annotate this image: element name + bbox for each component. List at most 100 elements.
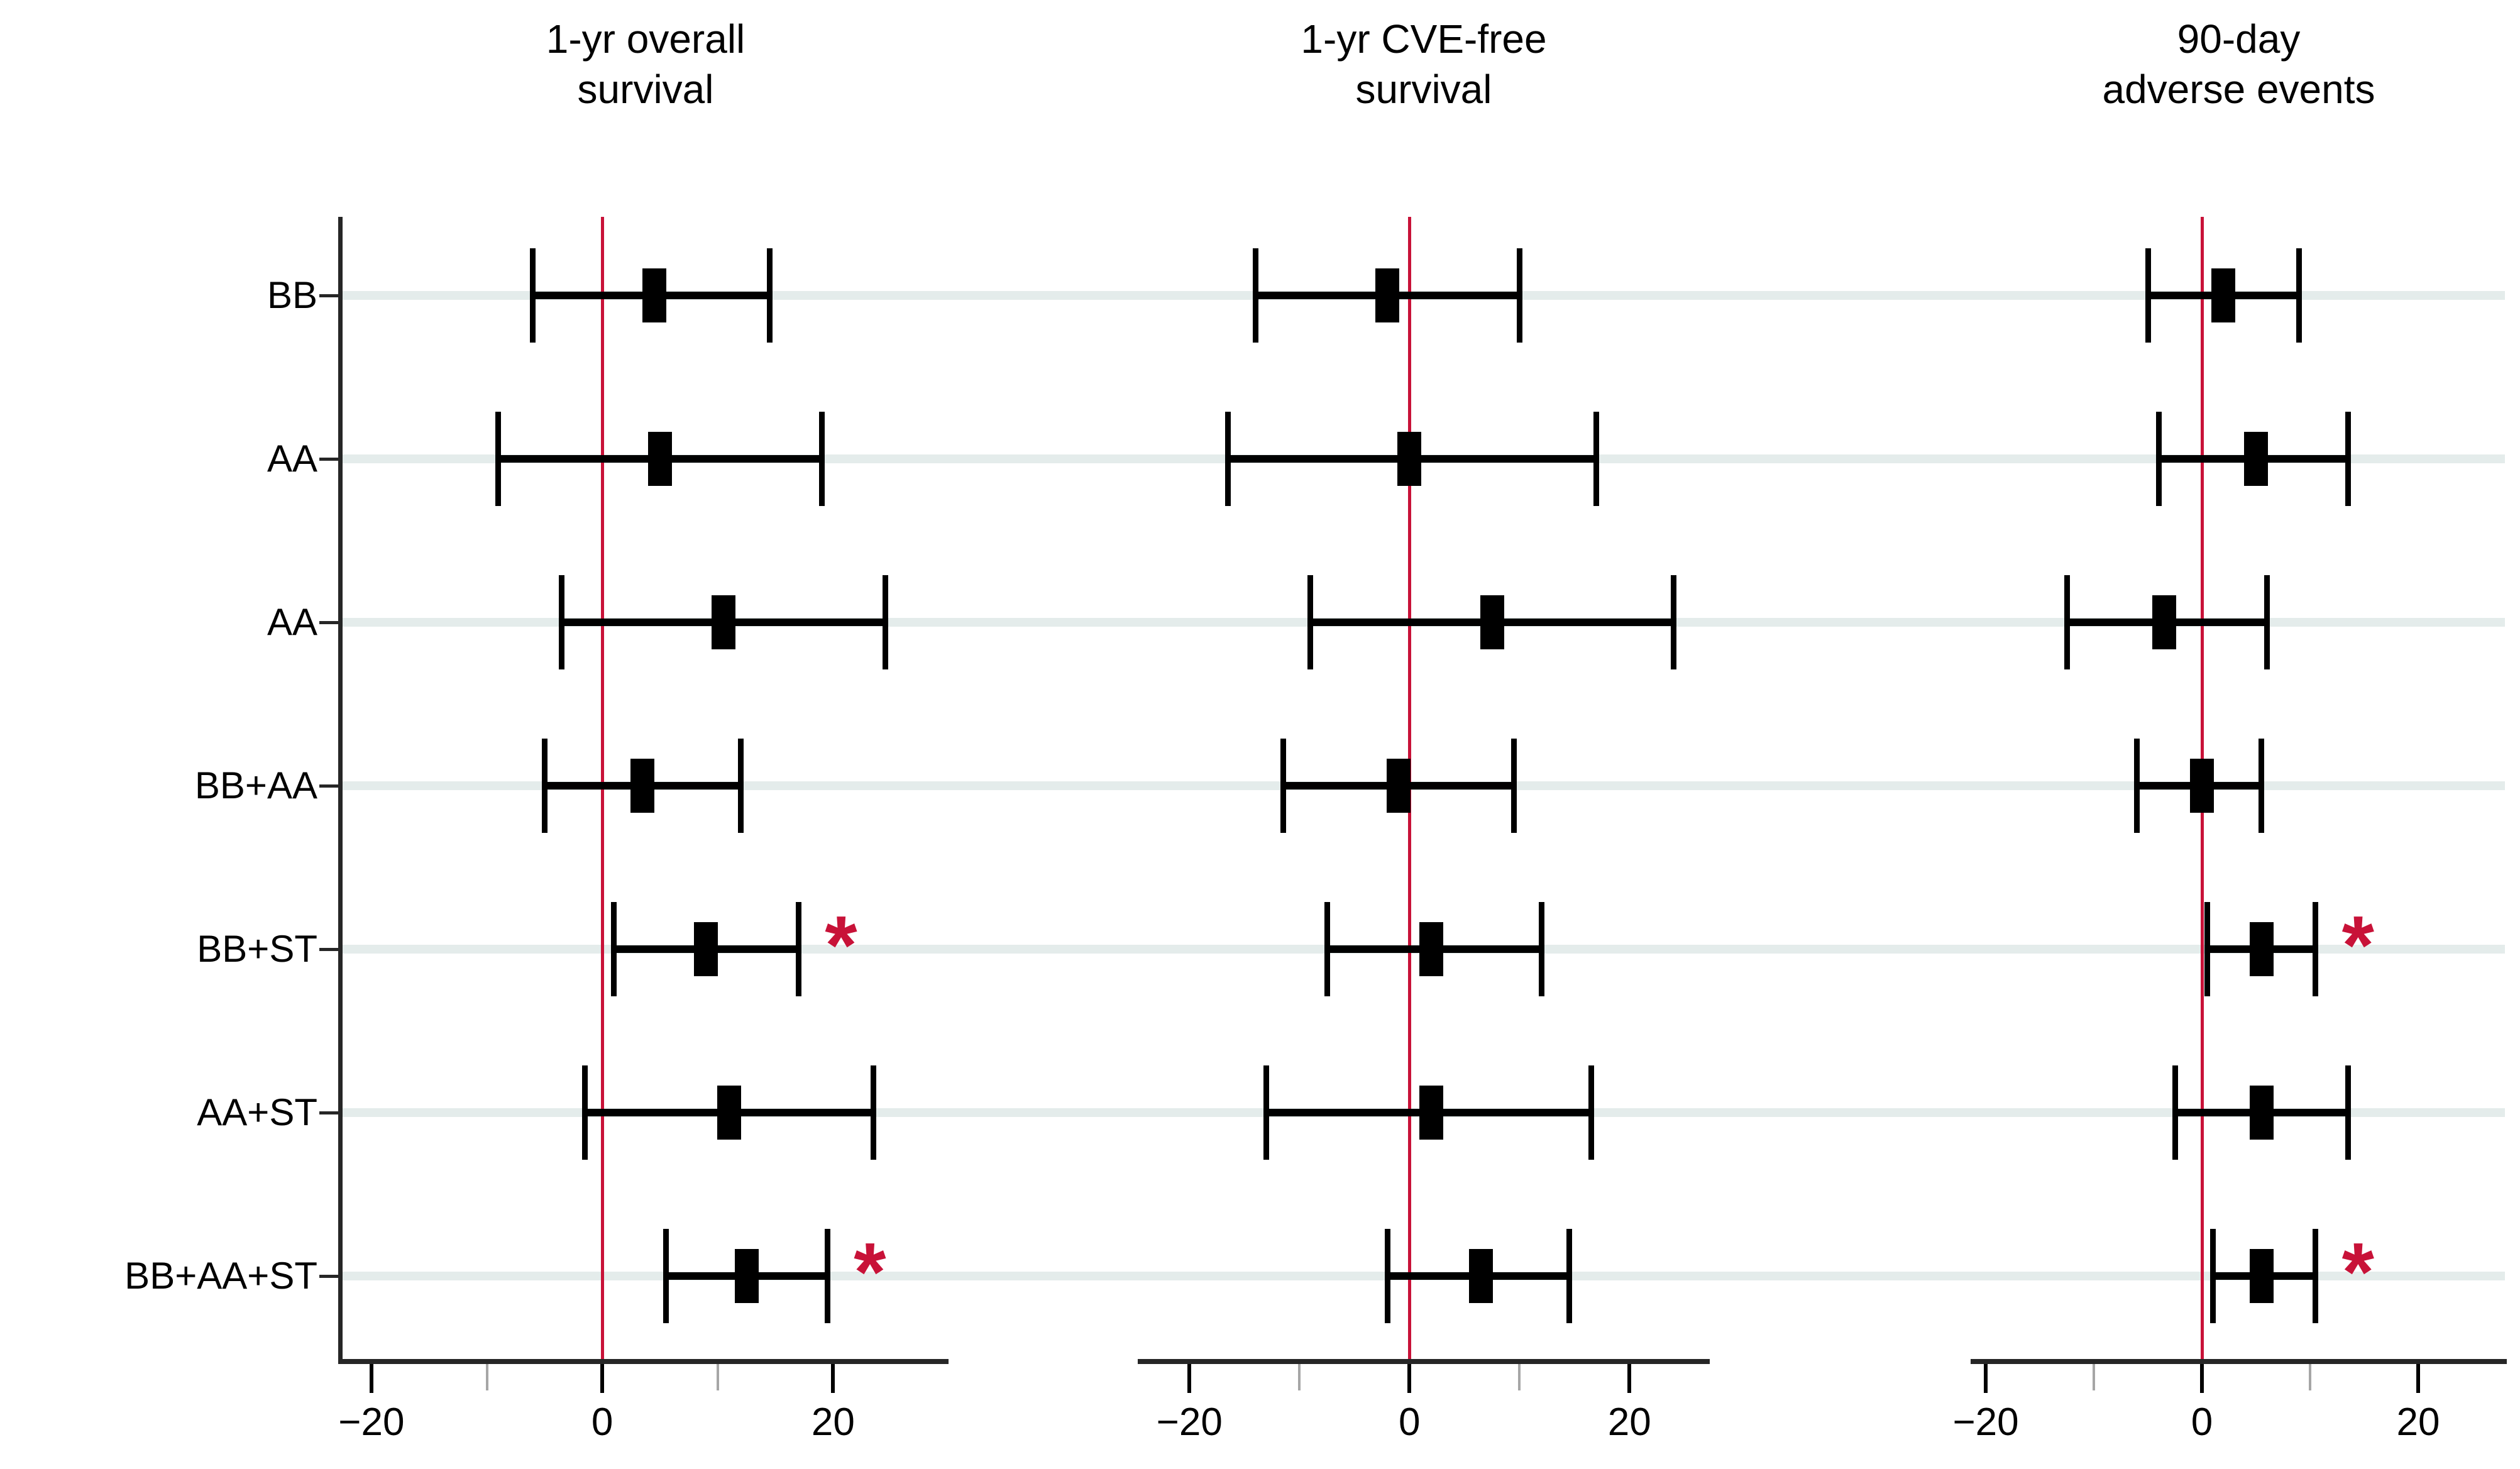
y-axis-tick xyxy=(319,294,338,297)
ci-lower-cap xyxy=(1384,1229,1390,1323)
ci-upper-cap xyxy=(2313,1229,2319,1323)
ci-upper-cap xyxy=(824,1229,830,1323)
point-estimate-marker xyxy=(2211,268,2236,322)
point-estimate-marker xyxy=(1386,759,1411,813)
significance-asterisk-icon: * xyxy=(2341,1226,2374,1318)
y-axis-line xyxy=(338,217,343,1359)
x-axis-tick xyxy=(1627,1364,1632,1393)
x-tick-label: 0 xyxy=(1399,1400,1421,1444)
ci-lower-cap xyxy=(559,575,565,669)
x-axis-minor-tick xyxy=(485,1364,488,1390)
point-estimate-marker xyxy=(1480,595,1504,649)
point-estimate-marker xyxy=(2244,432,2269,486)
ci-upper-cap xyxy=(2264,575,2270,669)
row-label: BB+AA+ST xyxy=(124,1255,317,1297)
ci-lower-cap xyxy=(2155,412,2162,506)
y-axis-tick xyxy=(319,947,338,951)
point-estimate-marker xyxy=(2152,595,2176,649)
row-label: BB+ST xyxy=(197,928,317,970)
point-estimate-marker xyxy=(734,1249,759,1303)
ci-upper-cap xyxy=(795,902,801,996)
panel-title: 1-yr CVE-free survival xyxy=(1301,16,1547,112)
x-tick-label: −20 xyxy=(1952,1400,2019,1444)
ci-lower-cap xyxy=(611,902,617,996)
ci-lower-cap xyxy=(2209,1229,2216,1323)
point-estimate-marker xyxy=(694,922,718,976)
ci-lower-cap xyxy=(495,412,502,506)
significance-asterisk-icon: * xyxy=(854,1226,886,1318)
point-estimate-marker xyxy=(1419,1086,1444,1140)
ci-lower-cap xyxy=(1307,575,1314,669)
ci-upper-cap xyxy=(2259,739,2265,833)
point-estimate-marker xyxy=(2249,1249,2274,1303)
point-estimate-marker xyxy=(647,432,672,486)
point-estimate-marker xyxy=(1375,268,1400,322)
x-axis-tick xyxy=(1407,1364,1412,1393)
ci-upper-cap xyxy=(1593,412,1600,506)
x-tick-label: 20 xyxy=(2396,1400,2440,1444)
ci-upper-cap xyxy=(766,248,773,343)
y-axis-tick xyxy=(319,457,338,461)
ci-upper-cap xyxy=(1588,1065,1594,1160)
significance-asterisk-icon: * xyxy=(2341,899,2374,991)
panel-title: 90-day adverse events xyxy=(2102,16,2375,112)
x-axis-minor-tick xyxy=(1518,1364,1521,1390)
row-label: BB xyxy=(267,274,317,316)
point-estimate-marker xyxy=(2249,922,2274,976)
panel-title: 1-yr overall survival xyxy=(546,16,746,112)
ci-lower-cap xyxy=(1324,902,1330,996)
ci-lower-cap xyxy=(2134,739,2140,833)
x-tick-label: 0 xyxy=(591,1400,613,1444)
point-estimate-marker xyxy=(642,268,666,322)
ci-upper-cap xyxy=(2345,1065,2351,1160)
point-estimate-marker xyxy=(717,1086,742,1140)
x-axis-minor-tick xyxy=(1298,1364,1301,1390)
ci-lower-cap xyxy=(2172,1065,2178,1160)
row-label: BB+AA xyxy=(194,764,317,806)
x-axis-tick xyxy=(600,1364,605,1393)
ci-upper-cap xyxy=(2345,412,2351,506)
x-axis-tick xyxy=(2416,1364,2420,1393)
ci-lower-cap xyxy=(541,739,547,833)
ci-upper-cap xyxy=(737,739,744,833)
y-axis-tick xyxy=(319,1111,338,1114)
x-axis-line xyxy=(1971,1359,2507,1364)
x-tick-label: −20 xyxy=(338,1400,405,1444)
x-axis-tick xyxy=(1187,1364,1192,1393)
x-axis-line xyxy=(1138,1359,1710,1364)
x-axis-tick xyxy=(831,1364,835,1393)
significance-asterisk-icon: * xyxy=(825,899,857,991)
x-axis-tick xyxy=(369,1364,373,1393)
ci-upper-cap xyxy=(818,412,825,506)
x-axis-minor-tick xyxy=(2093,1364,2096,1390)
x-axis-line xyxy=(338,1359,949,1364)
ci-lower-cap xyxy=(2204,902,2211,996)
point-estimate-marker xyxy=(1469,1249,1493,1303)
ci-lower-cap xyxy=(2064,575,2070,669)
x-axis-tick xyxy=(2200,1364,2204,1393)
ci-upper-cap xyxy=(2313,902,2319,996)
point-estimate-marker xyxy=(2190,759,2215,813)
row-label: AA xyxy=(267,601,317,643)
row-label: AA+ST xyxy=(197,1091,317,1133)
x-axis-tick xyxy=(1984,1364,1988,1393)
point-estimate-marker xyxy=(711,595,735,649)
ci-upper-cap xyxy=(1516,248,1522,343)
ci-lower-cap xyxy=(582,1065,588,1160)
ci-upper-cap xyxy=(2296,248,2303,343)
ci-upper-cap xyxy=(871,1065,877,1160)
ci-upper-cap xyxy=(1670,575,1676,669)
ci-lower-cap xyxy=(2145,248,2151,343)
y-axis-tick xyxy=(319,620,338,624)
ci-lower-cap xyxy=(1252,248,1258,343)
point-estimate-marker xyxy=(630,759,655,813)
x-tick-label: 0 xyxy=(2191,1400,2213,1444)
ci-lower-cap xyxy=(663,1229,669,1323)
ci-upper-cap xyxy=(882,575,888,669)
ci-lower-cap xyxy=(1263,1065,1270,1160)
point-estimate-marker xyxy=(1397,432,1422,486)
x-axis-minor-tick xyxy=(2309,1364,2311,1390)
ci-upper-cap xyxy=(1511,739,1517,833)
y-axis-tick xyxy=(319,784,338,788)
